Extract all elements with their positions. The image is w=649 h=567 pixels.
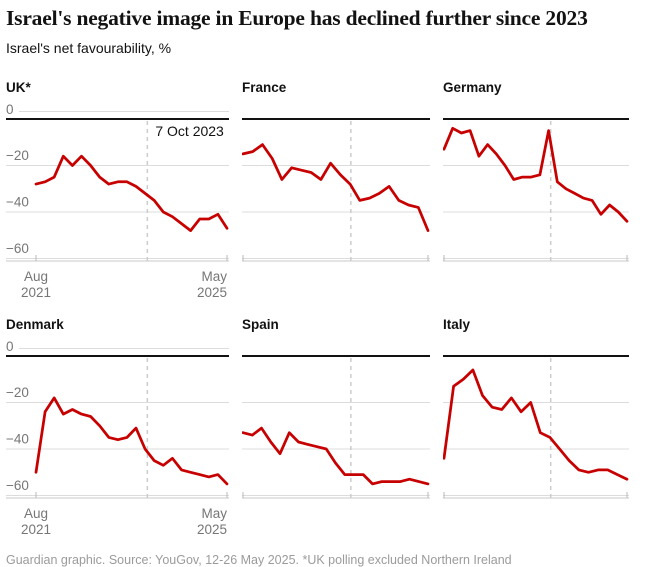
- x-axis-labels-spain: [242, 506, 430, 540]
- chart-subtitle: Israel's net favourability, %: [6, 39, 172, 56]
- chart-canvas: [443, 354, 629, 499]
- panel-title-uk: UK*: [6, 79, 31, 95]
- event-line-label: 7 Oct 2023: [155, 123, 224, 139]
- y-tick-label: −60: [6, 478, 29, 493]
- favourability-line: [443, 126, 629, 223]
- y-tick-label: −20: [6, 385, 29, 400]
- panel-uk: UK* 0 −20 −40 −60 7 Oct 2023 Aug 2021 May 202…: [6, 80, 229, 303]
- x-axis-labels-uk: Aug 2021 May 2025: [6, 269, 229, 303]
- plot-spain: [242, 337, 430, 503]
- favourability-line: [242, 142, 430, 232]
- chart-canvas: [443, 117, 629, 262]
- y-tick-label: −20: [6, 148, 29, 163]
- plot-uk: 0 −20 −40 −60 7 Oct 2023: [6, 100, 229, 266]
- chart-canvas: [242, 117, 430, 262]
- plot-italy: [443, 337, 629, 503]
- y-tick-label: −40: [6, 431, 29, 446]
- y-tick-label-0: 0: [6, 339, 14, 354]
- panel-germany: Germany: [443, 80, 629, 303]
- y-tick-label: −60: [6, 241, 29, 256]
- plot-germany: [443, 100, 629, 266]
- favourability-line: [34, 154, 229, 232]
- panel-title-france: France: [242, 79, 287, 95]
- x-axis-labels-germany: [443, 269, 629, 303]
- panel-france: France: [242, 80, 430, 303]
- plot-denmark: 0 −20 −40 −60: [6, 337, 229, 503]
- x-tick-label-start: Aug 2021: [20, 505, 52, 537]
- x-axis-labels-italy: [443, 506, 629, 540]
- panel-title-germany: Germany: [443, 79, 502, 95]
- panel-denmark: Denmark 0 −20 −40 −60 Aug 2021 May 2025: [6, 317, 229, 540]
- x-tick-label-end: May 2025: [196, 268, 227, 300]
- panel-title-denmark: Denmark: [6, 316, 64, 332]
- favourability-line: [443, 368, 629, 481]
- x-tick-label-end: May 2025: [196, 505, 227, 537]
- small-multiples-grid: UK* 0 −20 −40 −60 7 Oct 2023 Aug 2021 May 202…: [6, 80, 643, 540]
- favourability-line: [34, 396, 229, 485]
- plot-france: [242, 100, 430, 266]
- panel-spain: Spain: [242, 317, 430, 540]
- favourability-line: [242, 426, 430, 485]
- page-title: Israel's negative image in Europe has de…: [6, 6, 588, 30]
- y-tick-label: −40: [6, 194, 29, 209]
- x-axis-labels-denmark: Aug 2021 May 2025: [6, 506, 229, 540]
- chart-canvas: 0 −20 −40 −60 7 Oct 2023: [6, 102, 229, 262]
- x-axis-labels-france: [242, 269, 430, 303]
- panel-title-italy: Italy: [443, 316, 471, 332]
- chart-canvas: 0 −20 −40 −60: [6, 339, 229, 499]
- panel-title-spain: Spain: [242, 316, 279, 332]
- chart-canvas: [242, 354, 430, 499]
- x-tick-label-start: Aug 2021: [20, 268, 52, 300]
- y-tick-label-0: 0: [6, 102, 14, 117]
- panel-italy: Italy: [443, 317, 629, 540]
